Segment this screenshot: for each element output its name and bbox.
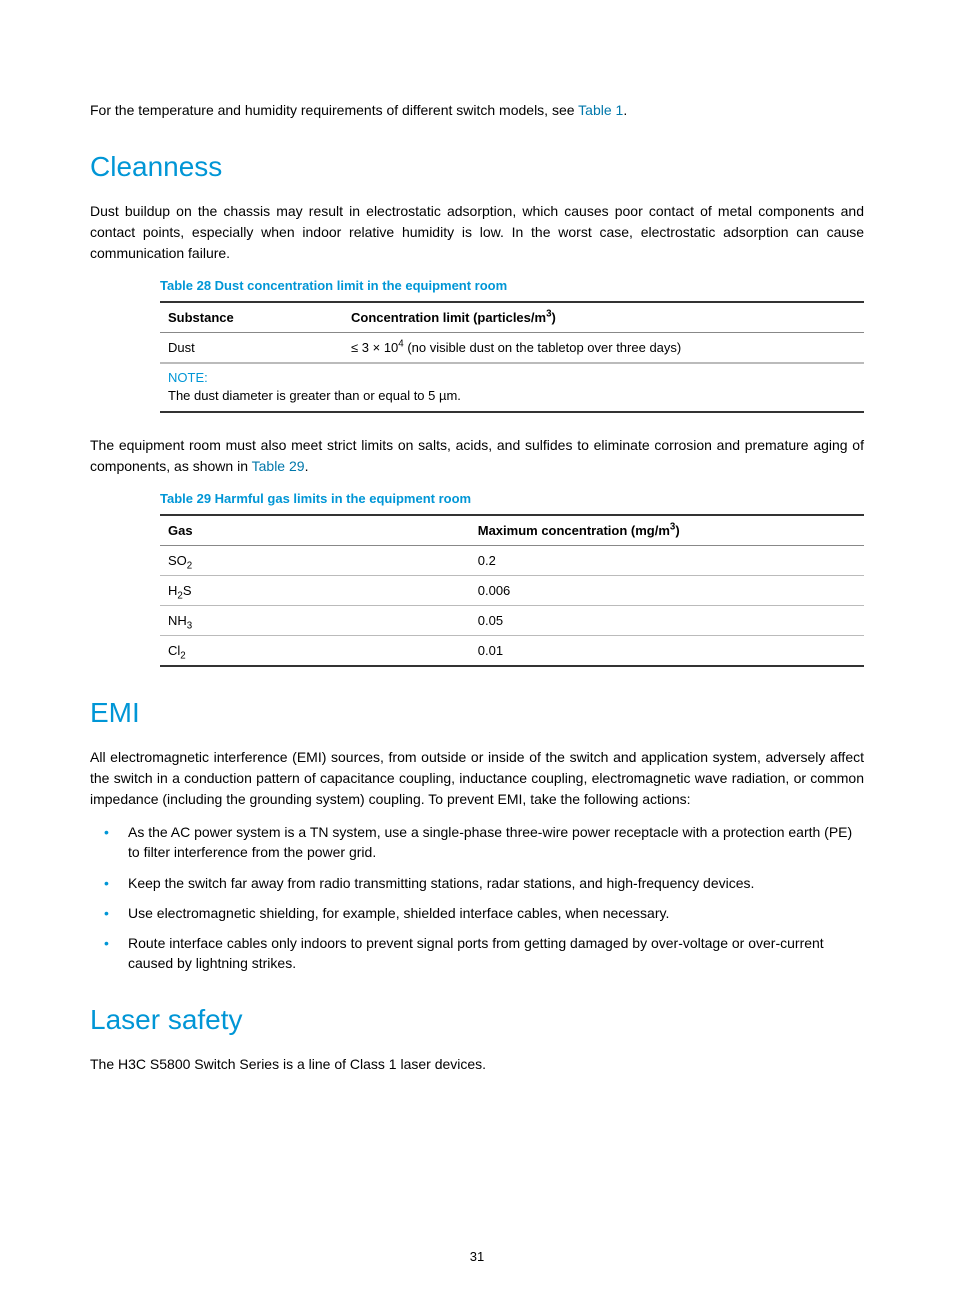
table-29-col1-header: Gas bbox=[160, 515, 470, 546]
emi-bullet-list: As the AC power system is a TN system, u… bbox=[90, 822, 864, 974]
heading-emi: EMI bbox=[90, 697, 864, 729]
table-row: SO2 0.2 bbox=[160, 546, 864, 576]
table-29-caption: Table 29 Harmful gas limits in the equip… bbox=[160, 491, 864, 506]
list-item: Route interface cables only indoors to p… bbox=[90, 933, 864, 974]
table-28: Substance Concentration limit (particles… bbox=[160, 301, 864, 413]
list-item: As the AC power system is a TN system, u… bbox=[90, 822, 864, 863]
table-29-cell-gas: H2S bbox=[160, 576, 470, 606]
intro-text-pre: For the temperature and humidity require… bbox=[90, 102, 578, 118]
table-29-cell-gas: SO2 bbox=[160, 546, 470, 576]
table-28-caption: Table 28 Dust concentration limit in the… bbox=[160, 278, 864, 293]
page-number: 31 bbox=[0, 1249, 954, 1264]
table-row: Substance Concentration limit (particles… bbox=[160, 302, 864, 333]
table-row: H2S 0.006 bbox=[160, 576, 864, 606]
laser-para-1: The H3C S5800 Switch Series is a line of… bbox=[90, 1054, 864, 1075]
table-29-cell-value: 0.01 bbox=[470, 636, 864, 667]
list-item: Use electromagnetic shielding, for examp… bbox=[90, 903, 864, 923]
link-table-29[interactable]: Table 29 bbox=[252, 458, 305, 474]
table-row: Dust ≤ 3 × 104 (no visible dust on the t… bbox=[160, 333, 864, 363]
table-row: NOTE: The dust diameter is greater than … bbox=[160, 363, 864, 414]
table-28-note: NOTE: The dust diameter is greater than … bbox=[160, 363, 864, 413]
table-29-cell-gas: NH3 bbox=[160, 606, 470, 636]
table-28-cell-limit: ≤ 3 × 104 (no visible dust on the tablet… bbox=[343, 333, 864, 363]
note-label: NOTE: bbox=[168, 370, 856, 385]
table-29-cell-value: 0.05 bbox=[470, 606, 864, 636]
table-29-cell-value: 0.006 bbox=[470, 576, 864, 606]
cleanness-para2-pre: The equipment room must also meet strict… bbox=[90, 437, 864, 474]
table-28-col1-header: Substance bbox=[160, 302, 343, 333]
cleanness-para2-post: . bbox=[305, 458, 309, 474]
table-row: Cl2 0.01 bbox=[160, 636, 864, 667]
table-28-col2-header: Concentration limit (particles/m3) bbox=[343, 302, 864, 333]
list-item: Keep the switch far away from radio tran… bbox=[90, 873, 864, 893]
link-table-1[interactable]: Table 1 bbox=[578, 102, 623, 118]
table-29-body: SO2 0.2 H2S 0.006 NH3 0.05 Cl2 0.01 bbox=[160, 546, 864, 667]
intro-paragraph: For the temperature and humidity require… bbox=[90, 100, 864, 121]
cleanness-para-2: The equipment room must also meet strict… bbox=[90, 435, 864, 477]
table-row: NH3 0.05 bbox=[160, 606, 864, 636]
table-29-col2-header: Maximum concentration (mg/m3) bbox=[470, 515, 864, 546]
table-29-cell-value: 0.2 bbox=[470, 546, 864, 576]
heading-cleanness: Cleanness bbox=[90, 151, 864, 183]
emi-para-1: All electromagnetic interference (EMI) s… bbox=[90, 747, 864, 810]
table-29: Gas Maximum concentration (mg/m3) SO2 0.… bbox=[160, 514, 864, 667]
intro-text-post: . bbox=[623, 102, 627, 118]
note-text: The dust diameter is greater than or equ… bbox=[168, 388, 856, 403]
table-28-cell-substance: Dust bbox=[160, 333, 343, 363]
cleanness-para-1: Dust buildup on the chassis may result i… bbox=[90, 201, 864, 264]
table-29-cell-gas: Cl2 bbox=[160, 636, 470, 667]
heading-laser-safety: Laser safety bbox=[90, 1004, 864, 1036]
table-row: Gas Maximum concentration (mg/m3) bbox=[160, 515, 864, 546]
